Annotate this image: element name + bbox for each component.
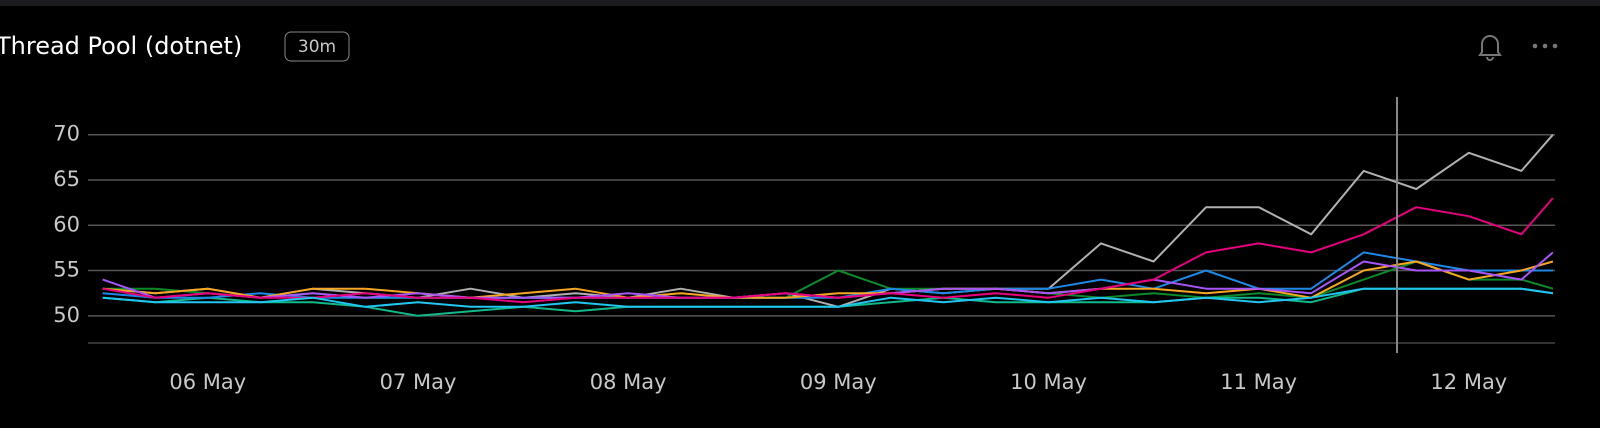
more-icon[interactable] — [1532, 43, 1558, 49]
lines — [102, 134, 1554, 317]
bell-icon[interactable] — [1478, 35, 1502, 61]
x-tick-label: 06 May — [169, 370, 246, 394]
series-line — [102, 287, 1554, 308]
grid — [88, 133, 1555, 317]
series-line — [102, 197, 1554, 304]
x-tick-label: 08 May — [590, 370, 667, 394]
y-tick-label: 65 — [53, 167, 80, 191]
x-tick-label: 10 May — [1010, 370, 1087, 394]
y-tick-label: 60 — [53, 212, 80, 236]
series-line — [102, 134, 1554, 308]
top-bar — [0, 0, 1600, 6]
time-badge-label: 30m — [298, 37, 336, 57]
x-tick-label: 09 May — [800, 370, 877, 394]
x-tick-label: 11 May — [1220, 370, 1297, 394]
series-line — [102, 260, 1554, 299]
y-tick-label: 70 — [53, 122, 80, 146]
panel-title: Thread Pool (dotnet) — [0, 32, 242, 60]
x-tick-label: 07 May — [380, 370, 457, 394]
time-badge[interactable] — [284, 31, 350, 62]
y-tick-label: 50 — [53, 303, 80, 327]
y-tick-label: 55 — [53, 258, 80, 282]
x-tick-label: 12 May — [1430, 370, 1507, 394]
